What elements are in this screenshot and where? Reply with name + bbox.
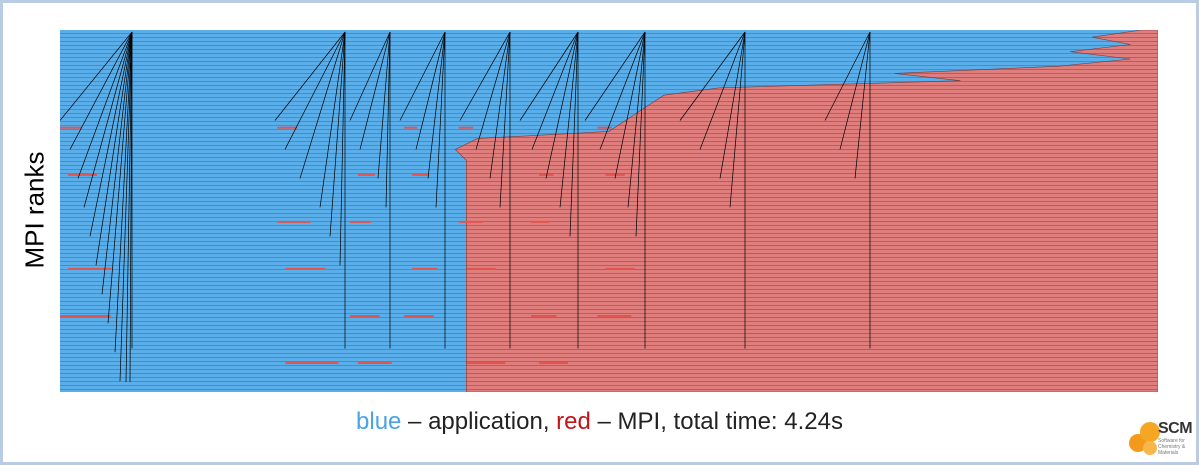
legend-mpi-word: red [556,408,591,435]
message-line [349,31,391,121]
message-line [839,31,871,150]
message-line [459,31,511,121]
message-lines [60,31,871,383]
message-line [729,31,746,208]
message-line [719,31,746,179]
message-line [531,31,579,150]
message-line [854,31,871,179]
message-line [60,31,133,121]
mpi-wait-segment [349,220,371,223]
message-line [559,31,579,208]
scm-logo [1129,422,1160,455]
legend-mpi-text: – MPI, total time: 4.24s [590,408,843,435]
mpi-wait-segment [404,126,417,129]
message-line [679,31,746,121]
mpi-wait-segment [597,315,632,317]
mpi-wait-segment [605,267,635,270]
message-line [385,31,391,208]
message-line [119,31,133,382]
mpi-wait-segment [466,267,496,270]
message-line [329,31,346,237]
message-line [435,31,446,208]
message-line [69,31,133,150]
message-line [584,31,646,121]
message-line [489,31,511,179]
mpi-wait-segment [412,267,438,270]
message-line [77,31,133,179]
message-line [415,31,446,150]
logo-circle-small [1143,441,1157,455]
message-line [125,31,133,383]
mpi-wait-segment [357,173,375,176]
logo-text: SCM [1158,420,1193,437]
message-line [107,31,133,324]
mpi-wait-segment [531,220,550,223]
message-line [319,31,346,208]
legend-application-text: – application, [401,408,557,435]
mpi-wait-segment [539,362,568,364]
mpi-wait-segment [539,173,554,176]
message-line [89,31,133,237]
message-line [274,31,346,121]
message-line [427,31,446,179]
mpi-wait-segment [285,267,326,270]
message-line [95,31,133,266]
message-line [359,31,391,150]
mpi-wait-segment [277,126,298,129]
logo-circle-mid [1140,422,1160,442]
mpi-wait-segment [285,362,339,364]
mpi-wait-segment [68,267,112,270]
mpi-wait-segment [458,126,474,129]
mpi-wait-segment [531,315,557,317]
message-line [114,31,133,353]
phase-segments [60,126,635,364]
message-line [545,31,579,179]
mpi-wait-segment [68,173,97,176]
mpi-wait-segment [412,173,430,176]
message-line [635,31,646,237]
mpi-wait-segment [357,362,392,364]
message-line [519,31,579,121]
legend-application-word: blue [356,408,402,435]
message-line [377,31,391,179]
legend-caption: blue – application, red – MPI, total tim… [0,408,1199,436]
mpi-wait-segment [466,362,506,364]
mpi-trace-chart [60,30,1158,392]
message-line [499,31,511,208]
message-line [339,31,346,266]
mpi-wait-segment [605,173,625,176]
message-line [824,31,871,121]
mpi-wait-segment [597,126,612,129]
mpi-wait-segment [60,315,111,317]
message-line [101,31,133,295]
message-line [627,31,646,208]
mpi-wait-segment [458,220,483,223]
message-line [475,31,511,150]
message-line [83,31,133,208]
mpi-wait-segment [277,220,311,223]
mpi-wait-segment [60,126,82,129]
message-line [299,31,346,179]
message-line [699,31,746,150]
message-line [399,31,446,121]
logo-subtitle: Software for Chemistry & Materials [1158,438,1186,456]
mpi-wait-segment [349,315,380,317]
message-line [614,31,646,179]
mpi-wait-segment [404,315,434,317]
message-line [284,31,346,150]
message-line [599,31,646,150]
y-axis-label: MPI ranks [19,151,50,269]
message-line [569,31,579,237]
